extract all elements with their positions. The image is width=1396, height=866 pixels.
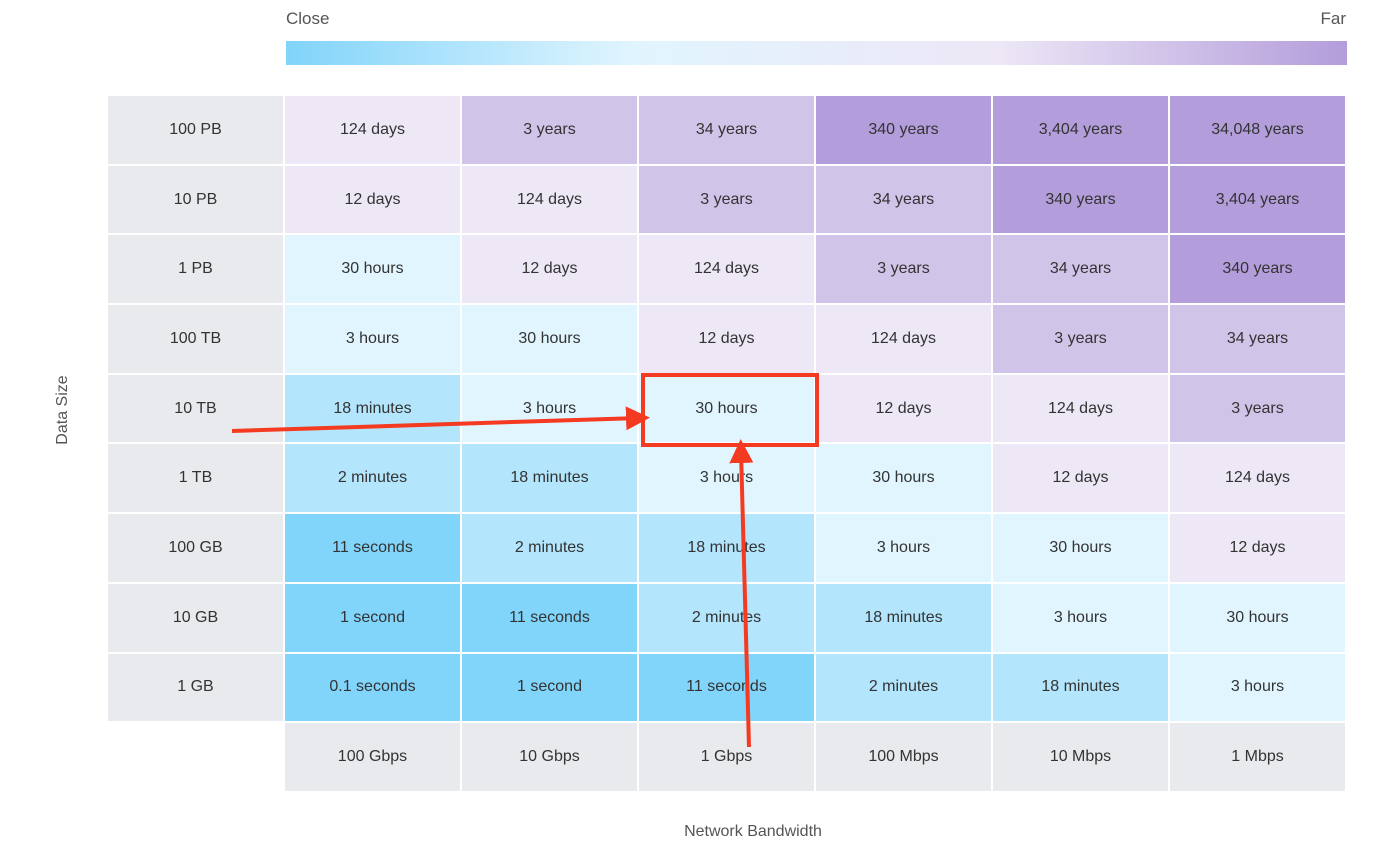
- heatmap-cell: 3,404 years: [1170, 165, 1347, 236]
- heatmap-cell: 124 days: [285, 96, 462, 166]
- heatmap-cell: 12 days: [993, 444, 1170, 515]
- x-axis-title: Network Bandwidth: [684, 823, 822, 840]
- column-label: 100 Gbps: [285, 723, 462, 793]
- heatmap-cell: 3 years: [639, 165, 816, 236]
- column-label: 1 Gbps: [639, 723, 816, 793]
- heatmap-cell: 30 hours: [639, 374, 816, 445]
- heatmap-cell: 30 hours: [1170, 583, 1347, 654]
- row-label: 100 GB: [108, 514, 285, 584]
- heatmap-cell: 18 minutes: [816, 583, 993, 654]
- row-label: 100 PB: [108, 96, 285, 166]
- heatmap-cell: 3 hours: [1170, 653, 1347, 724]
- heatmap-cell: 3,404 years: [993, 96, 1170, 166]
- heatmap-cell: 124 days: [639, 235, 816, 306]
- heatmap-cell: 3 years: [816, 235, 993, 306]
- heatmap-cell: 30 hours: [285, 235, 462, 306]
- heatmap-cell: 3 years: [462, 96, 639, 166]
- heatmap-cell: 12 days: [1170, 514, 1347, 584]
- heatmap-cell: 124 days: [993, 374, 1170, 445]
- heatmap-cell: 1 second: [285, 583, 462, 654]
- heatmap-cell: 124 days: [462, 165, 639, 236]
- heatmap-grid: 100 PB 124 days 3 years 34 years 340 years 3,…: [108, 96, 1348, 793]
- heatmap-cell: 3 hours: [285, 305, 462, 375]
- heatmap-cell: 340 years: [1170, 235, 1347, 306]
- heatmap-cell: 30 hours: [993, 514, 1170, 584]
- heatmap-cell: 34 years: [993, 235, 1170, 306]
- legend-far-label: Far: [1320, 9, 1347, 28]
- heatmap-cell: 12 days: [285, 165, 462, 236]
- row-label: 1 TB: [108, 444, 285, 515]
- heatmap-cell: 11 seconds: [462, 583, 639, 654]
- heatmap-cell: 11 seconds: [285, 514, 462, 584]
- heatmap-cell: 18 minutes: [993, 653, 1170, 724]
- legend-close-label: Close: [286, 9, 330, 28]
- column-label: 1 Mbps: [1170, 723, 1347, 793]
- heatmap-cell: 34,048 years: [1170, 96, 1347, 166]
- heatmap-cell: 3 years: [993, 305, 1170, 375]
- legend-gradient-bar: [286, 41, 1347, 65]
- heatmap-cell: 3 hours: [816, 514, 993, 584]
- heatmap-cell: 3 hours: [993, 583, 1170, 654]
- heatmap-cell: 12 days: [639, 305, 816, 375]
- heatmap-cell: 30 hours: [816, 444, 993, 515]
- y-axis-title: Data Size: [54, 375, 71, 445]
- row-label: 10 PB: [108, 165, 285, 236]
- heatmap-cell: 18 minutes: [639, 514, 816, 584]
- heatmap-cell: 18 minutes: [285, 374, 462, 445]
- row-label: 100 TB: [108, 305, 285, 375]
- row-label: 1 PB: [108, 235, 285, 306]
- heatmap-cell: 3 hours: [639, 444, 816, 515]
- heatmap-cell: 124 days: [816, 305, 993, 375]
- heatmap-cell: 124 days: [1170, 444, 1347, 515]
- heatmap-cell: 2 minutes: [462, 514, 639, 584]
- row-label: 10 TB: [108, 374, 285, 445]
- heatmap-cell: 2 minutes: [285, 444, 462, 515]
- column-label: 10 Mbps: [993, 723, 1170, 793]
- heatmap-cell: 340 years: [993, 165, 1170, 236]
- column-label: 100 Mbps: [816, 723, 993, 793]
- heatmap-cell: 0.1 seconds: [285, 653, 462, 724]
- heatmap-cell: 12 days: [462, 235, 639, 306]
- heatmap-cell: 11 seconds: [639, 653, 816, 724]
- heatmap-cell: 340 years: [816, 96, 993, 166]
- heatmap-cell: 2 minutes: [639, 583, 816, 654]
- heatmap-cell: 1 second: [462, 653, 639, 724]
- row-label: 1 GB: [108, 653, 285, 724]
- heatmap-cell: 34 years: [639, 96, 816, 166]
- corner-blank: [108, 723, 285, 793]
- heatmap-cell: 2 minutes: [816, 653, 993, 724]
- column-label: 10 Gbps: [462, 723, 639, 793]
- heatmap-cell: 18 minutes: [462, 444, 639, 515]
- heatmap-cell: 3 hours: [462, 374, 639, 445]
- heatmap-cell: 34 years: [816, 165, 993, 236]
- row-label: 10 GB: [108, 583, 285, 654]
- heatmap-cell: 34 years: [1170, 305, 1347, 375]
- heatmap-cell: 30 hours: [462, 305, 639, 375]
- heatmap-cell: 12 days: [816, 374, 993, 445]
- heatmap-cell: 3 years: [1170, 374, 1347, 445]
